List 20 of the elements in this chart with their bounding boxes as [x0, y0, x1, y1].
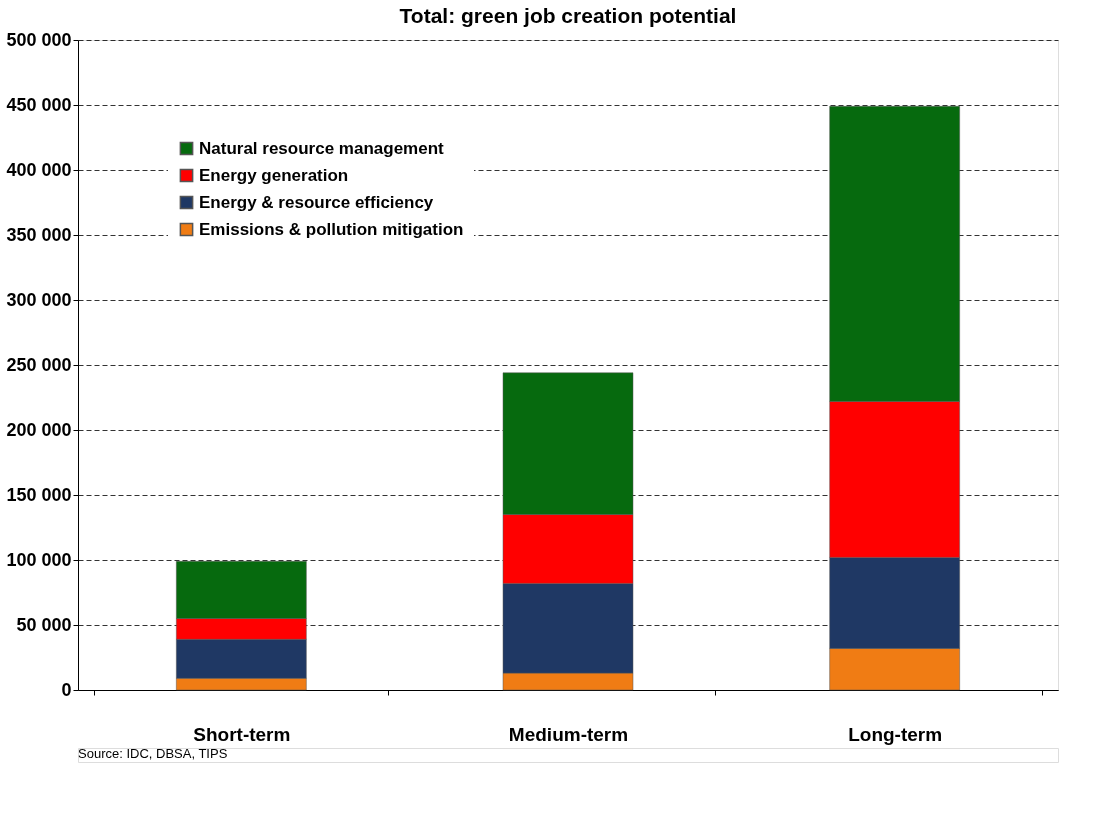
y-tick-label: 250 000 [6, 354, 72, 375]
x-tick-label: Long-term [848, 723, 943, 745]
y-tick-label: 300 000 [6, 289, 72, 310]
y-tick-label: 400 000 [6, 159, 72, 180]
y-tick-label: 350 000 [6, 224, 72, 245]
legend-label: Natural resource management [199, 138, 445, 158]
x-tick-label: Medium-term [508, 723, 629, 745]
legend-label: Energy & resource efficiency [199, 192, 434, 212]
x-tick-label: Short-term [193, 723, 291, 745]
y-tick-label: 100 000 [6, 549, 72, 570]
y-tick-label: 450 000 [6, 94, 72, 115]
y-tick-label: 50 000 [16, 614, 72, 635]
source-note: Source: IDC, DBSA, TIPS [78, 746, 228, 761]
y-tick-label: 500 000 [6, 29, 72, 50]
legend-label: Energy generation [199, 165, 349, 185]
y-tick-label: 0 [61, 679, 72, 700]
y-tick-label: 150 000 [6, 484, 72, 505]
chart-title: Total: green job creation potential [399, 4, 737, 27]
legend-label: Emissions & pollution mitigation [199, 219, 464, 239]
y-tick-label: 200 000 [6, 419, 72, 440]
